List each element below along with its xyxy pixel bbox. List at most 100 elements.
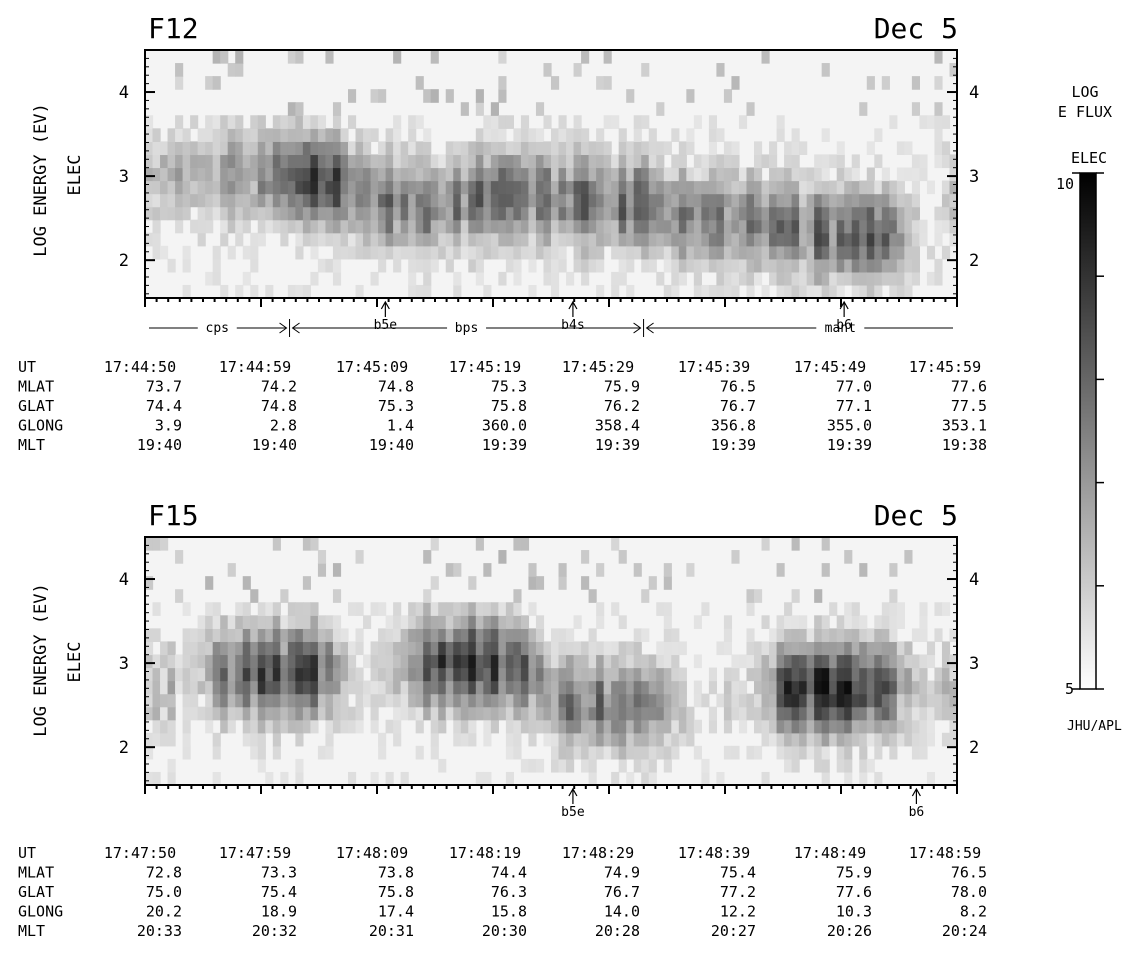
spectrogram-cell bbox=[573, 141, 582, 156]
spectrogram-cell bbox=[535, 206, 545, 221]
spectrogram-cell bbox=[821, 615, 830, 629]
spectrogram-cell bbox=[535, 219, 545, 234]
spectrogram-cell bbox=[889, 719, 898, 734]
spectrogram-cell bbox=[799, 141, 808, 156]
spectrogram-cell bbox=[430, 167, 439, 182]
spectrogram-cell bbox=[197, 667, 206, 682]
spectrogram-cell bbox=[325, 654, 334, 669]
spectrogram-cell bbox=[265, 154, 274, 169]
spectrogram-cell bbox=[836, 732, 845, 747]
spectrogram-cell bbox=[603, 719, 612, 734]
spectrogram-cell bbox=[167, 141, 176, 156]
spectrogram-cell bbox=[543, 232, 552, 247]
spectrogram-cell bbox=[581, 258, 590, 273]
spectrogram-cell bbox=[400, 693, 409, 708]
spectrogram-cell bbox=[295, 102, 304, 116]
spectrogram-cell bbox=[663, 180, 672, 195]
spectrogram-cell bbox=[641, 219, 650, 234]
spectrogram-cell bbox=[588, 219, 597, 234]
ephemeris-value: 19:40 bbox=[369, 436, 414, 454]
spectrogram-cell bbox=[896, 193, 905, 208]
spectrogram-cell bbox=[596, 719, 605, 734]
spectrogram-cell bbox=[776, 745, 785, 760]
spectrogram-cell bbox=[859, 284, 868, 299]
ephemeris-value: 14.0 bbox=[604, 903, 640, 921]
spectrogram-cell bbox=[889, 232, 898, 247]
spectrogram-cell bbox=[535, 680, 545, 695]
spectrogram-cell bbox=[881, 193, 890, 208]
spectrogram-cell bbox=[348, 206, 357, 221]
spectrogram-cell bbox=[355, 245, 364, 260]
ephemeris-value: 75.9 bbox=[836, 864, 872, 882]
spectrogram-cell bbox=[280, 206, 289, 221]
spectrogram-cell bbox=[393, 628, 402, 643]
spectrogram-cell bbox=[227, 719, 236, 734]
spectrogram-cell bbox=[904, 141, 913, 156]
spectrogram-cell bbox=[829, 706, 838, 721]
spectrogram-cell bbox=[363, 245, 372, 260]
spectrogram-cell bbox=[881, 219, 890, 234]
spectrogram-cell bbox=[317, 128, 327, 142]
spectrogram-cell bbox=[505, 245, 515, 260]
spectrogram-cell bbox=[776, 206, 785, 221]
spectrogram-cell bbox=[227, 693, 236, 708]
spectrogram-cell bbox=[588, 667, 597, 682]
spectrogram-cell bbox=[483, 128, 492, 142]
spectrogram-cell bbox=[250, 615, 259, 629]
spectrogram-cell bbox=[581, 693, 590, 708]
spectrogram-cell bbox=[776, 732, 785, 747]
spectrogram-cell bbox=[851, 680, 860, 695]
spectrogram-cell bbox=[896, 641, 905, 656]
spectrogram-cell bbox=[701, 693, 710, 708]
spectrogram-cell bbox=[528, 680, 537, 695]
spectrogram-cell bbox=[829, 180, 838, 195]
spectrogram-cell bbox=[212, 615, 221, 629]
spectrogram-cell bbox=[551, 628, 560, 643]
spectrogram-cell bbox=[520, 667, 530, 682]
ephemeris-value: 20:27 bbox=[711, 922, 756, 940]
spectrogram-cell bbox=[430, 193, 439, 208]
spectrogram-cell bbox=[415, 641, 424, 656]
boundary-annotations: b5e b6 bbox=[561, 787, 924, 820]
spectrogram-cell bbox=[490, 693, 499, 708]
ephemeris-value: 17:45:39 bbox=[678, 358, 750, 376]
spectrogram-cell bbox=[295, 693, 304, 708]
spectrogram-cell bbox=[761, 706, 770, 721]
spectrogram-cell bbox=[257, 667, 266, 682]
boundary-label: b5e bbox=[561, 805, 585, 820]
spectrogram-cell bbox=[250, 167, 259, 182]
spectrogram-cell bbox=[370, 167, 379, 182]
spectrogram-cell bbox=[445, 641, 454, 656]
spectrogram-cell bbox=[370, 245, 379, 260]
spectrogram-cell bbox=[799, 258, 808, 273]
y-tick-label-right: 4 bbox=[969, 570, 979, 590]
spectrogram-cell bbox=[483, 563, 492, 577]
spectrogram-cell bbox=[769, 271, 778, 286]
boundary-label: b5e bbox=[374, 318, 398, 333]
spectrogram-cell bbox=[934, 102, 943, 116]
spectrogram-cell bbox=[618, 680, 627, 695]
colorbar-title-line2: E FLUX bbox=[1058, 103, 1112, 121]
spectrogram-cell bbox=[227, 154, 236, 169]
spectrogram-cell bbox=[596, 154, 605, 169]
spectrogram-cell bbox=[287, 641, 296, 656]
spectrogram-cell bbox=[723, 206, 733, 221]
spectrogram-cell bbox=[483, 680, 492, 695]
spectrogram-cell bbox=[257, 180, 266, 195]
spectrogram-cell bbox=[566, 206, 575, 221]
spectrogram-cell bbox=[911, 154, 921, 169]
spectrogram-cell bbox=[881, 206, 890, 221]
spectrogram-cell bbox=[415, 245, 424, 260]
spectrogram-cell bbox=[190, 641, 199, 656]
spectrogram-cell bbox=[836, 654, 845, 669]
spectrogram-cell bbox=[235, 50, 244, 64]
spectrogram-cell bbox=[423, 154, 432, 169]
spectrogram-cell bbox=[475, 245, 484, 260]
spectrogram-cell bbox=[287, 654, 296, 669]
spectrogram-cell bbox=[874, 180, 883, 195]
spectrogram-cell bbox=[904, 232, 913, 247]
spectrogram-cell bbox=[415, 693, 424, 708]
spectrogram-cell bbox=[145, 576, 154, 590]
spectrogram-cell bbox=[385, 154, 394, 169]
spectrogram-cell bbox=[355, 693, 364, 708]
